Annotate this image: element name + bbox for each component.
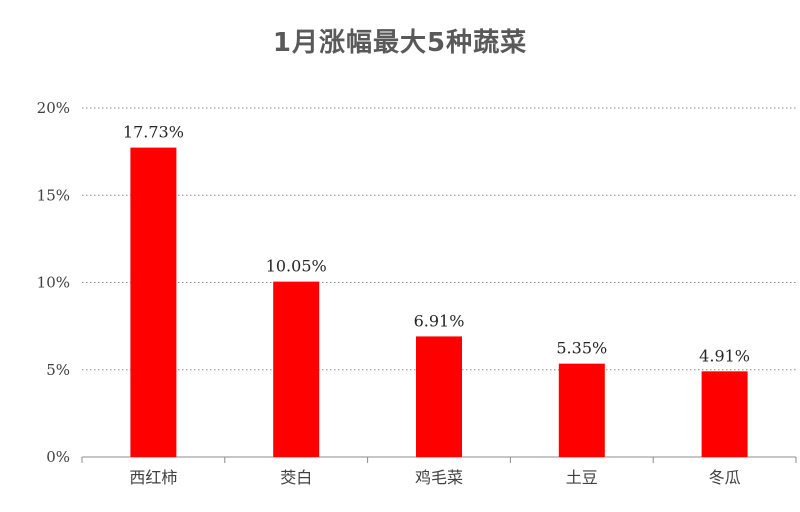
data-label: 6.91% [414,311,465,330]
axes [81,456,797,463]
bar [273,281,320,457]
gridlines [82,107,796,371]
bar [558,363,605,457]
bar [130,147,177,457]
bar [701,371,748,457]
x-tick-label: 土豆 [566,468,598,487]
y-tick-label: 10% [37,274,70,292]
x-tick-label: 冬瓜 [709,468,741,487]
labels: 0% 5% 10% 15% 20% 17.73% 西红柿 10.05% 茭白 6.91% 鸡毛菜 5.… [37,99,750,487]
y-tick-label: 0% [46,448,70,466]
y-tick-label: 5% [46,361,70,379]
y-tick-label: 15% [37,186,70,204]
x-tick-label: 西红柿 [129,468,177,487]
data-label: 17.73% [123,123,184,142]
data-label: 10.05% [266,257,327,276]
data-label: 4.91% [699,346,750,365]
bars [130,147,748,457]
x-tick-label: 茭白 [280,468,312,487]
x-tick-label: 鸡毛菜 [415,468,463,487]
y-tick-label: 20% [37,99,70,117]
data-label: 5.35% [556,339,607,358]
bar [416,336,462,457]
chart-title: 1月涨幅最大5种蔬菜 [272,28,528,58]
